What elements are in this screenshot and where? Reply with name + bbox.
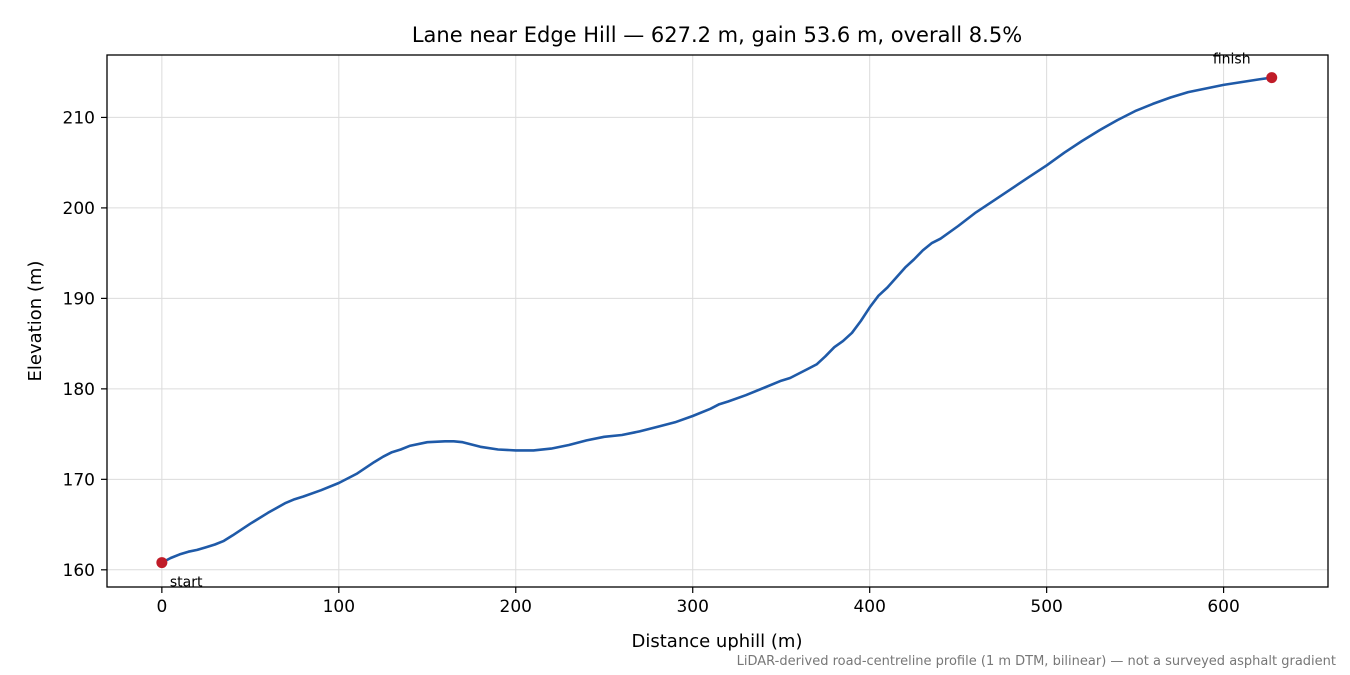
chart-title: Lane near Edge Hill — 627.2 m, gain 53.6… xyxy=(412,23,1022,47)
finish-label: finish xyxy=(1213,52,1251,68)
elevation-line xyxy=(160,76,1273,564)
y-tick-label: 160 xyxy=(63,561,95,581)
x-tick-label: 400 xyxy=(853,597,885,617)
y-tick-label: 190 xyxy=(63,289,95,309)
finish-marker xyxy=(1266,72,1278,84)
y-tick-label: 200 xyxy=(63,199,95,219)
start-label: start xyxy=(170,575,203,591)
y-tick-label: 210 xyxy=(63,108,95,128)
y-axis-label: Elevation (m) xyxy=(25,261,46,382)
x-tick-label: 100 xyxy=(323,597,355,617)
x-tick-label: 500 xyxy=(1030,597,1062,617)
grid-lines xyxy=(107,55,1328,587)
y-axis: 160 170 180 190 200 210 xyxy=(63,108,107,581)
x-tick-label: 300 xyxy=(676,597,708,617)
plot-area-frame xyxy=(106,54,1329,588)
start-marker xyxy=(156,557,168,569)
x-axis-label: Distance uphill (m) xyxy=(632,631,803,652)
y-tick-label: 170 xyxy=(63,470,95,490)
x-tick-label: 0 xyxy=(156,597,167,617)
y-tick-label: 180 xyxy=(63,380,95,400)
x-tick-label: 200 xyxy=(500,597,532,617)
x-axis: 0 100 200 300 400 500 600 xyxy=(156,587,1240,617)
footnote: LiDAR-derived road-centreline profile (1… xyxy=(737,654,1336,669)
x-tick-label: 600 xyxy=(1207,597,1239,617)
